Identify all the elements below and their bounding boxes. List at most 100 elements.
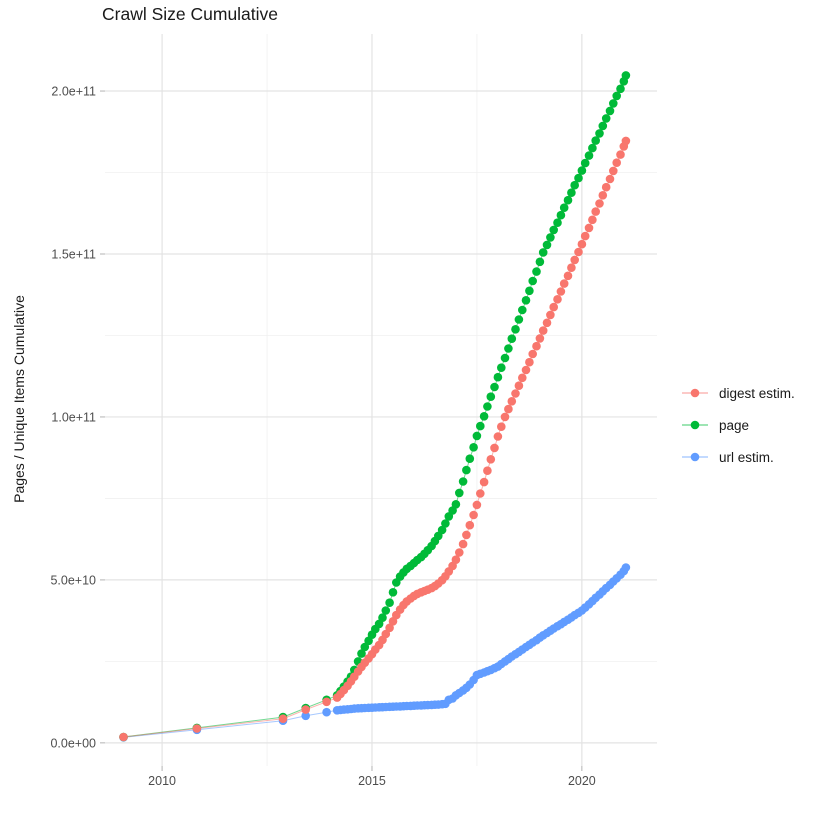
data-point xyxy=(497,422,506,432)
data-point xyxy=(528,276,537,286)
x-tick-label: 2020 xyxy=(568,774,596,788)
data-point xyxy=(621,136,631,146)
data-point xyxy=(381,606,391,615)
data-point xyxy=(497,363,506,373)
legend: digest estim. page url estim. xyxy=(682,377,795,473)
data-point xyxy=(542,240,552,250)
legend-item-url-estim-: url estim. xyxy=(682,441,795,473)
data-point xyxy=(455,488,464,498)
y-tick-label: 0.0e+00 xyxy=(50,736,96,750)
data-point xyxy=(574,173,583,183)
data-point xyxy=(458,477,468,486)
data-point xyxy=(577,239,587,249)
data-point xyxy=(553,295,562,304)
data-point xyxy=(591,207,600,216)
data-point xyxy=(469,510,478,520)
data-point xyxy=(542,318,552,328)
y-tick-label: 5.0e+10 xyxy=(50,573,96,587)
data-point xyxy=(549,225,558,235)
data-point xyxy=(493,432,503,441)
data-point xyxy=(500,353,510,363)
data-point xyxy=(621,563,631,572)
data-point xyxy=(381,629,391,639)
data-point xyxy=(559,279,569,288)
data-point xyxy=(532,341,541,351)
data-point xyxy=(525,286,534,296)
data-point xyxy=(598,191,608,200)
data-point xyxy=(458,539,468,549)
data-point xyxy=(521,296,531,305)
legend-item-digest-estim-: digest estim. xyxy=(682,377,795,409)
data-point xyxy=(584,223,594,233)
data-point xyxy=(504,344,513,353)
data-point xyxy=(278,714,288,723)
data-point xyxy=(483,466,492,476)
y-tick-label: 1.0e+11 xyxy=(51,410,96,424)
data-point xyxy=(451,555,461,564)
data-point xyxy=(490,443,499,453)
legend-label: page xyxy=(719,417,750,433)
x-tick-label: 2015 xyxy=(358,774,386,788)
data-point xyxy=(514,381,524,391)
data-point xyxy=(549,302,558,312)
data-point xyxy=(500,412,510,422)
data-point xyxy=(588,215,597,225)
data-point xyxy=(577,166,587,175)
data-point xyxy=(483,402,492,411)
data-point xyxy=(570,180,579,190)
data-point xyxy=(301,711,311,721)
data-point xyxy=(388,588,398,597)
data-point xyxy=(538,326,548,335)
data-point xyxy=(455,548,464,557)
data-point xyxy=(556,287,566,296)
data-point xyxy=(119,732,128,742)
data-point xyxy=(580,231,590,241)
data-point xyxy=(605,174,615,184)
data-point xyxy=(462,465,471,475)
data-point xyxy=(479,412,489,421)
data-point xyxy=(472,500,482,510)
data-point xyxy=(535,257,545,267)
data-point xyxy=(616,84,625,94)
data-point xyxy=(322,707,331,717)
data-point xyxy=(476,489,485,498)
data-point xyxy=(525,357,534,367)
data-point xyxy=(378,613,387,622)
legend-label: url estim. xyxy=(719,449,774,465)
data-point xyxy=(507,334,517,344)
data-point xyxy=(574,247,583,257)
data-point xyxy=(567,263,576,273)
data-point xyxy=(567,188,576,197)
data-point xyxy=(472,431,482,441)
data-point xyxy=(504,404,513,414)
data-point xyxy=(476,421,485,431)
data-point xyxy=(601,114,611,123)
data-point xyxy=(528,349,537,359)
data-point xyxy=(588,143,597,153)
data-point xyxy=(591,136,600,145)
legend-key-icon xyxy=(682,388,708,398)
data-point xyxy=(518,305,527,315)
data-point xyxy=(556,210,566,220)
data-point xyxy=(493,372,503,382)
data-point xyxy=(486,392,496,402)
data-point xyxy=(451,500,461,509)
data-point xyxy=(514,315,524,324)
data-point xyxy=(479,477,489,487)
data-point xyxy=(469,443,478,452)
data-point xyxy=(584,151,594,160)
legend-key-icon xyxy=(682,420,708,430)
data-point xyxy=(518,373,527,383)
data-point xyxy=(570,255,579,265)
data-point xyxy=(385,598,394,607)
data-point xyxy=(507,397,517,406)
data-point xyxy=(490,382,499,392)
data-point xyxy=(511,325,520,334)
y-tick-label: 2.0e+11 xyxy=(51,85,96,99)
data-point xyxy=(385,623,394,633)
data-point xyxy=(357,649,366,658)
data-point xyxy=(595,199,604,208)
data-point xyxy=(609,99,618,108)
data-point xyxy=(322,697,331,707)
data-point xyxy=(192,724,202,733)
